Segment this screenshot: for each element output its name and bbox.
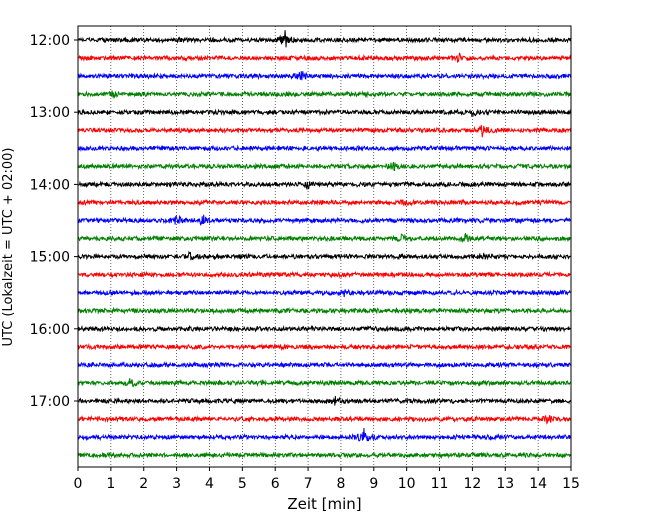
x-tick-label: 5 xyxy=(238,476,247,492)
x-tick-label: 8 xyxy=(336,476,345,492)
y-tick-label: 16:00 xyxy=(30,322,70,338)
trace-line xyxy=(77,198,572,207)
trace-line xyxy=(77,124,572,138)
x-tick-label: 13 xyxy=(496,476,514,492)
trace-line xyxy=(77,342,572,352)
x-tick-label: 9 xyxy=(369,476,378,492)
trace-line xyxy=(77,214,572,226)
y-tick-label: 15:00 xyxy=(30,250,70,266)
trace-line xyxy=(77,90,572,99)
x-tick-label: 14 xyxy=(529,476,547,492)
x-tick-label: 2 xyxy=(139,476,148,492)
x-axis-label: Zeit [min] xyxy=(287,495,361,513)
trace-line xyxy=(77,427,572,442)
x-tick-label: 15 xyxy=(562,476,580,492)
trace-line xyxy=(77,52,572,63)
y-tick-layer: 12:00 13:00 14:00 15:00 16:00 17:00 xyxy=(30,33,78,410)
trace-line xyxy=(77,71,572,81)
trace-layer xyxy=(77,30,572,460)
trace-line xyxy=(77,414,572,425)
trace-line xyxy=(77,250,572,261)
trace-line xyxy=(77,306,572,315)
x-tick-label: 4 xyxy=(205,476,214,492)
x-tick-label: 10 xyxy=(398,476,416,492)
trace-line xyxy=(77,395,572,406)
x-tick-label: 6 xyxy=(271,476,280,492)
trace-line xyxy=(77,451,572,460)
trace-line xyxy=(77,30,572,48)
x-tick-label: 3 xyxy=(172,476,181,492)
trace-line xyxy=(77,180,572,191)
trace-line xyxy=(77,378,572,388)
y-tick-label: 13:00 xyxy=(30,105,70,121)
x-tick-label: 0 xyxy=(74,476,83,492)
x-tick-layer: 0 1 2 3 4 5 6 7 8 9 10 11 12 13 14 15 xyxy=(74,467,580,492)
x-tick-label: 7 xyxy=(304,476,313,492)
plot-frame xyxy=(77,25,572,468)
x-tick-label: 1 xyxy=(106,476,115,492)
y-tick-label: 12:00 xyxy=(30,33,70,49)
trace-line xyxy=(77,288,572,298)
trace-line xyxy=(77,144,572,153)
x-tick-label: 11 xyxy=(431,476,449,492)
trace-line xyxy=(77,270,572,279)
x-tick-label: 12 xyxy=(463,476,481,492)
trace-line xyxy=(77,108,572,118)
y-axis-label: UTC (Lokalzeit = UTC + 02:00) xyxy=(1,148,16,347)
trace-line xyxy=(77,233,572,243)
trace-line xyxy=(77,161,572,172)
y-tick-label: 14:00 xyxy=(30,177,70,193)
trace-line xyxy=(77,324,572,333)
y-tick-label: 17:00 xyxy=(30,394,70,410)
trace-line xyxy=(77,360,572,369)
